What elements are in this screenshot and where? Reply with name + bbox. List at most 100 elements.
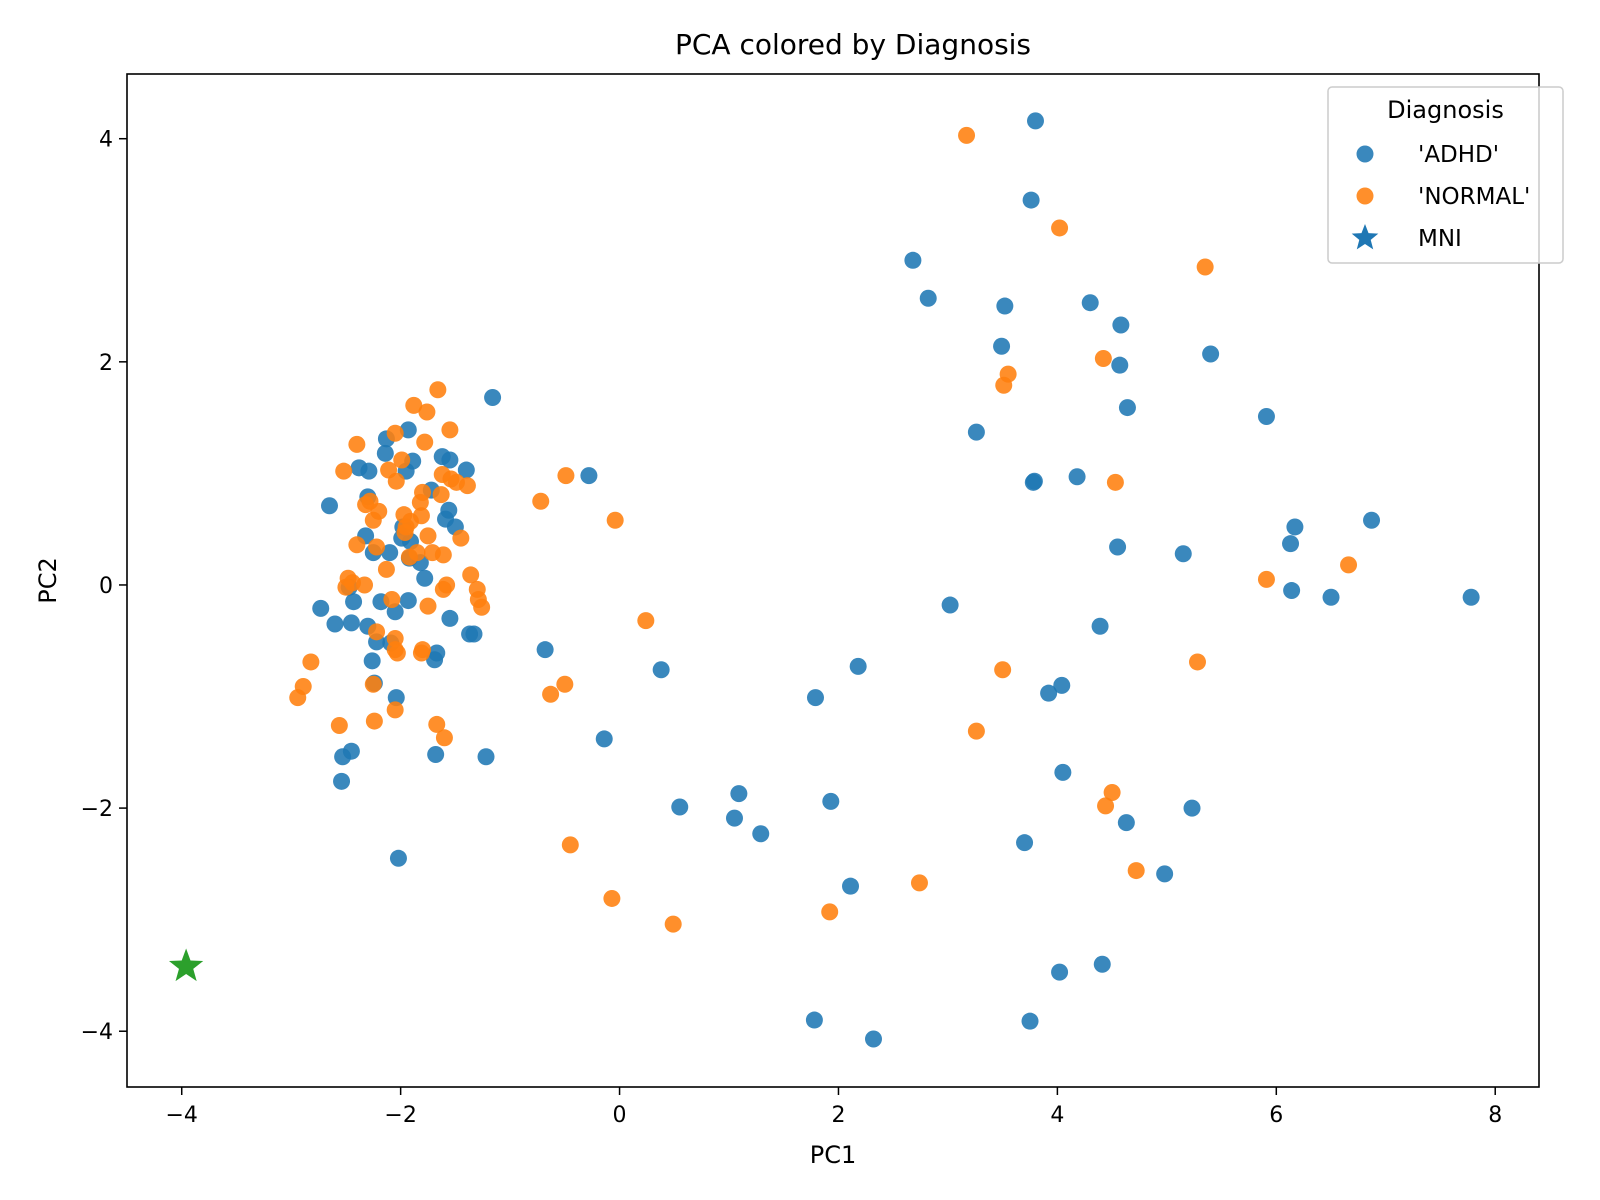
data-point [1118, 399, 1136, 417]
data-point [822, 792, 840, 810]
data-point [805, 1011, 823, 1029]
data-point [432, 486, 450, 504]
data-point [1322, 588, 1340, 606]
data-point [993, 337, 1011, 355]
data-point [1053, 676, 1071, 694]
data-point [368, 623, 386, 641]
data-point [1068, 468, 1086, 486]
data-point [542, 685, 560, 703]
data-point [1117, 814, 1135, 832]
data-point [393, 451, 411, 469]
data-point [477, 748, 495, 766]
data-point [603, 889, 621, 907]
legend-marker [1356, 187, 1374, 205]
y-axis: −4 −2 0 2 4 [81, 128, 127, 1045]
data-point [345, 593, 363, 611]
data-point [1024, 473, 1042, 491]
series-0 [312, 112, 1480, 1048]
data-point [1054, 763, 1072, 781]
data-point [418, 403, 436, 421]
data-point [532, 492, 550, 510]
x-axis: −4 −2 0 2 4 6 8 [166, 1087, 1502, 1128]
data-point [842, 877, 860, 895]
data-point [457, 461, 475, 479]
data-point [458, 477, 476, 495]
data-point [1081, 294, 1099, 312]
legend-label: MNI [1418, 226, 1462, 252]
data-point [752, 825, 770, 843]
data-point [1109, 538, 1127, 556]
data-point [1363, 511, 1381, 529]
data-point [330, 717, 348, 735]
data-point [580, 467, 598, 485]
data-point [326, 615, 344, 633]
data-point [556, 675, 574, 693]
data-point [1051, 963, 1069, 981]
data-point [414, 483, 432, 501]
data-point [919, 289, 937, 307]
data-point [1091, 617, 1109, 635]
data-point [1112, 316, 1130, 334]
data-point [1022, 191, 1040, 209]
data-point [399, 592, 417, 610]
data-point [399, 421, 417, 439]
data-point [368, 538, 386, 556]
data-point [356, 576, 374, 594]
data-point [904, 251, 922, 269]
data-point [473, 598, 491, 616]
data-point [320, 497, 338, 515]
data-point [429, 381, 447, 399]
data-point [967, 722, 985, 740]
data-point [416, 433, 434, 451]
data-point [412, 507, 430, 525]
legend-marker [1356, 145, 1374, 163]
data-point [405, 396, 423, 414]
legend-label: 'NORMAL' [1418, 184, 1530, 210]
data-point [416, 569, 434, 587]
data-point [383, 590, 401, 608]
plot-area-frame [126, 73, 1540, 1088]
data-point [1174, 545, 1192, 563]
data-point [958, 126, 976, 144]
data-point [1196, 258, 1214, 276]
data-point [465, 625, 483, 643]
data-point [387, 472, 405, 490]
data-point [389, 849, 407, 867]
data-point [434, 546, 452, 564]
data-point [412, 644, 430, 662]
data-point [381, 544, 399, 562]
data-point [806, 689, 824, 707]
data-point [428, 715, 446, 733]
y-tick-label: 0 [99, 574, 113, 599]
chart-title: PCA colored by Diagnosis [675, 28, 1031, 61]
data-point [671, 798, 689, 816]
data-point [440, 501, 458, 519]
data-point [1286, 518, 1304, 536]
data-point [1257, 408, 1275, 426]
x-tick-label: 8 [1488, 1103, 1502, 1128]
data-point [376, 444, 394, 462]
data-point [377, 560, 395, 578]
data-point [484, 389, 502, 407]
data-point [386, 701, 404, 719]
data-point [730, 785, 748, 803]
legend-label: 'ADHD' [1418, 142, 1499, 168]
x-tick-label: 2 [831, 1103, 845, 1128]
data-point [370, 502, 388, 520]
data-point [360, 462, 378, 480]
data-point [1106, 473, 1124, 491]
data-point [996, 297, 1014, 315]
data-point [1094, 349, 1112, 367]
x-tick-label: 6 [1269, 1103, 1283, 1128]
data-point [348, 536, 366, 554]
data-point [1156, 865, 1174, 883]
data-point [312, 599, 330, 617]
data-point [1051, 219, 1069, 237]
data-point [941, 596, 959, 614]
data-point [1093, 955, 1111, 973]
data-point [595, 730, 613, 748]
data-point [363, 652, 381, 670]
data-point [438, 576, 456, 594]
